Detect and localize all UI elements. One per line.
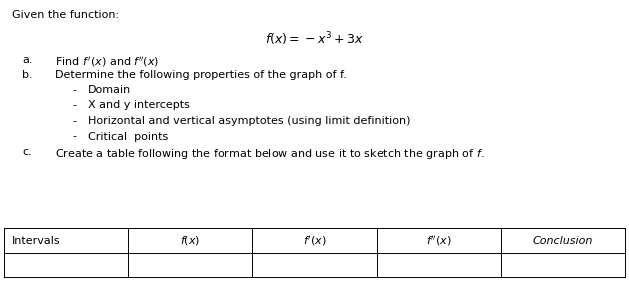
Text: Domain: Domain: [88, 85, 131, 95]
Text: -: -: [72, 131, 76, 142]
Text: $f(x)=-x^3+3x$: $f(x)=-x^3+3x$: [265, 30, 364, 48]
Text: Determine the following properties of the graph of f.: Determine the following properties of th…: [55, 70, 347, 80]
Text: a.: a.: [22, 55, 33, 65]
Text: X and y intercepts: X and y intercepts: [88, 100, 190, 111]
Text: Find $f\,' (x)$ and $f''(x)$: Find $f\,' (x)$ and $f''(x)$: [55, 55, 159, 69]
Text: c.: c.: [22, 147, 31, 157]
Text: $f''(x)$: $f''(x)$: [426, 233, 452, 248]
Text: Given the function:: Given the function:: [12, 10, 119, 20]
Text: b.: b.: [22, 70, 33, 80]
Text: Horizontal and vertical asymptotes (using limit definition): Horizontal and vertical asymptotes (usin…: [88, 116, 411, 126]
Text: Critical  points: Critical points: [88, 131, 168, 142]
Text: $f'(x)$: $f'(x)$: [303, 233, 326, 248]
Text: Create a table following the format below and use it to sketch the graph of $f$.: Create a table following the format belo…: [55, 147, 484, 161]
Text: -: -: [72, 100, 76, 111]
Text: -: -: [72, 85, 76, 95]
Text: $f(x)$: $f(x)$: [180, 234, 201, 247]
Text: Conclusion: Conclusion: [533, 235, 593, 246]
Text: -: -: [72, 116, 76, 126]
Text: Intervals: Intervals: [12, 235, 60, 246]
